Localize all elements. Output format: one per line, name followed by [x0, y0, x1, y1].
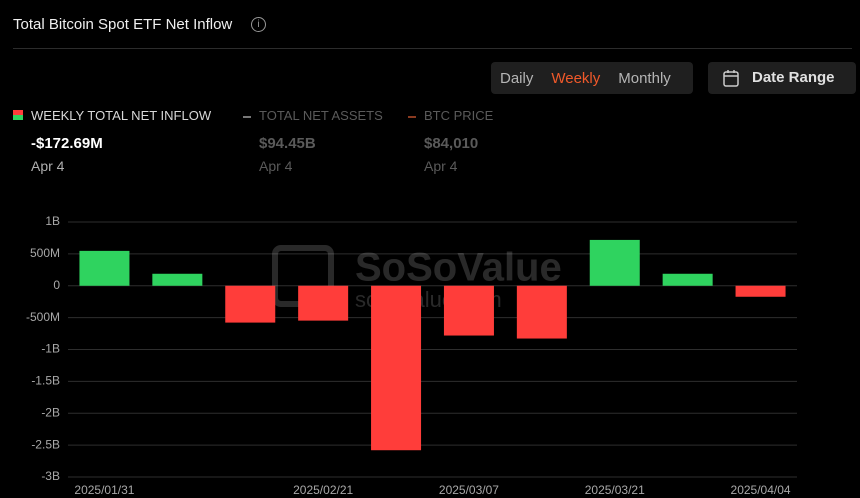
bar	[79, 250, 130, 286]
x-tick-label: 2025/01/31	[74, 483, 134, 497]
title: Total Bitcoin Spot ETF Net Inflow	[13, 16, 233, 33]
legend-name: TOTAL NET ASSETS	[259, 108, 383, 123]
legend-item[interactable]: WEEKLY TOTAL NET INFLOW -$172.69M Apr 4	[13, 108, 211, 174]
bar	[298, 285, 349, 321]
bar	[589, 239, 640, 286]
x-tick-label: 2025/02/21	[293, 483, 353, 497]
info-icon[interactable]: i	[251, 17, 266, 32]
tab[interactable]: Weekly	[551, 69, 601, 87]
date-range-button[interactable]: Date Range	[708, 62, 856, 94]
legend-value: -$172.69M	[31, 135, 103, 152]
legend-item[interactable]: BTC PRICE $84,010 Apr 4	[408, 108, 493, 174]
y-tick-label: -3B	[41, 469, 60, 483]
bar	[662, 273, 713, 286]
y-tick-label: -1B	[41, 342, 60, 356]
x-tick-label: 2025/03/21	[585, 483, 645, 497]
bar	[443, 285, 494, 336]
legend-date: Apr 4	[31, 158, 65, 174]
bar	[735, 285, 786, 297]
x-tick-label: 2025/03/07	[439, 483, 499, 497]
y-tick-label: -2.5B	[31, 437, 60, 451]
watermark-brand: SoSoValue	[355, 246, 562, 290]
bar	[152, 273, 203, 286]
legend-item[interactable]: TOTAL NET ASSETS $94.45B Apr 4	[243, 108, 383, 174]
bar	[225, 285, 276, 323]
x-tick-label: 2025/04/04	[731, 483, 791, 497]
y-tick-label: -1.5B	[31, 374, 60, 388]
calendar-icon	[723, 70, 739, 87]
bar	[371, 285, 422, 451]
legend-date: Apr 4	[259, 158, 293, 174]
legend-name: BTC PRICE	[424, 108, 494, 123]
legend-value: $84,010	[424, 135, 479, 152]
date-range-label: Date Range	[752, 69, 835, 86]
legend-date: Apr 4	[424, 158, 458, 174]
legend-name: WEEKLY TOTAL NET INFLOW	[31, 108, 212, 123]
y-tick-label: 0	[53, 278, 60, 292]
y-tick-label: -500M	[26, 310, 60, 324]
tab[interactable]: Monthly	[618, 69, 671, 87]
tab[interactable]: Daily	[500, 69, 534, 87]
bar	[516, 285, 567, 339]
y-tick-label: -2B	[41, 405, 60, 419]
tabs: Daily Weekly Monthly	[491, 62, 693, 94]
y-tick-label: 1B	[45, 214, 60, 228]
legend-value: $94.45B	[259, 135, 316, 152]
divider	[13, 48, 852, 49]
y-tick-label: 500M	[30, 246, 60, 260]
legend-swatch	[13, 110, 23, 120]
